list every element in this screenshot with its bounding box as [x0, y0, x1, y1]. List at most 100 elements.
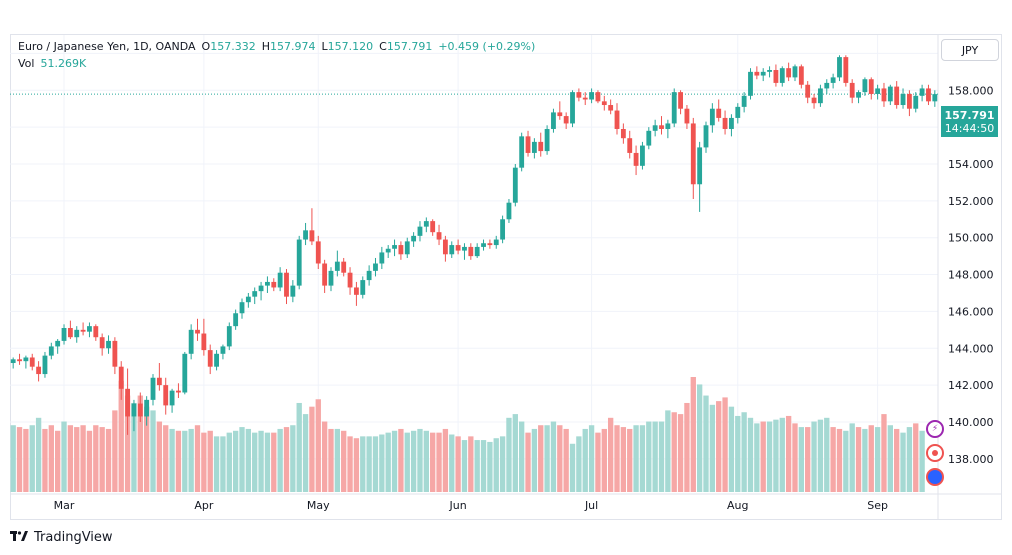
candle-body — [570, 92, 575, 124]
volume-bar — [525, 432, 531, 492]
symbol-title[interactable]: Euro / Japanese Yen, 1D, OANDA — [18, 40, 196, 53]
event-icon[interactable] — [926, 444, 944, 462]
volume-bar — [512, 414, 518, 492]
volume-bar — [143, 406, 150, 492]
candle-body — [805, 84, 811, 98]
volume-bar — [766, 421, 773, 492]
volume-bar — [754, 423, 760, 492]
volume-bar — [455, 436, 461, 492]
currency-button[interactable]: JPY — [941, 39, 999, 61]
volume-bar — [805, 427, 811, 492]
volume-bar — [188, 428, 194, 492]
candle-body — [716, 108, 722, 118]
volume-bar — [798, 427, 805, 492]
volume-bar — [550, 421, 557, 492]
tradingview-logo[interactable]: TradingView — [10, 530, 113, 545]
volume-bar — [182, 430, 188, 492]
candle-body — [779, 68, 785, 83]
candle-body — [640, 145, 645, 166]
volume-bar — [309, 406, 315, 492]
candle-body — [849, 82, 855, 98]
x-tick-label: May — [307, 499, 330, 512]
candle-body — [284, 272, 289, 297]
candle-body — [722, 117, 728, 129]
lightning-icon[interactable]: ⚡ — [926, 420, 944, 438]
candle-body — [551, 112, 556, 129]
volume-bar — [150, 410, 156, 492]
volume-bar — [201, 432, 207, 492]
candle-body — [906, 93, 912, 109]
candle-body — [856, 92, 861, 98]
volume-bar — [468, 436, 474, 492]
volume-bar — [601, 428, 607, 492]
volume-bar — [277, 428, 283, 492]
candle-body — [93, 326, 99, 338]
candle-body — [817, 88, 823, 104]
volume-bar — [824, 417, 830, 492]
candle-body — [652, 125, 658, 131]
candle-body — [23, 357, 29, 362]
candle-body — [697, 147, 703, 185]
candle-body — [226, 326, 232, 347]
volume-bar — [283, 427, 290, 492]
high-value: 157.974 — [270, 40, 316, 53]
volume-bar — [67, 425, 74, 492]
volume-bar — [334, 428, 341, 492]
volume-bar — [760, 421, 766, 492]
volume-bar — [646, 421, 652, 492]
candle-body — [398, 245, 404, 255]
volume-bar — [894, 428, 900, 492]
candle-body — [474, 246, 480, 257]
candle-body — [709, 108, 715, 126]
candle-body — [544, 128, 550, 152]
candle-body — [353, 287, 359, 295]
candle-body — [334, 261, 340, 271]
y-tick-label: 146.000 — [948, 305, 994, 318]
open-label: O — [201, 40, 211, 53]
low-label: L — [321, 40, 328, 53]
candle-body — [74, 329, 80, 338]
candle-body — [798, 66, 804, 85]
candle-body — [392, 245, 397, 249]
volume-bar — [207, 430, 213, 492]
volume-bar — [74, 427, 80, 492]
x-tick-label: Mar — [54, 499, 75, 512]
candle-body — [118, 366, 124, 389]
candle-body — [659, 125, 664, 129]
volume-bar — [404, 432, 410, 492]
volume-bar — [194, 425, 201, 492]
volume-bar — [385, 432, 391, 492]
candle-body — [868, 79, 874, 94]
candle-body — [150, 377, 156, 400]
candle-body — [309, 230, 315, 242]
volume-bar — [264, 432, 271, 492]
brand-name: TradingView — [34, 530, 113, 545]
volume-bar — [588, 425, 595, 492]
volume-bar — [156, 421, 163, 492]
candle-body — [614, 110, 620, 129]
candle-body — [99, 337, 105, 349]
volume-bar — [417, 428, 423, 492]
candle-body — [620, 128, 626, 139]
candle-body — [373, 263, 378, 271]
candle-body — [538, 141, 544, 152]
volume-bar — [436, 432, 442, 492]
candle-body — [862, 79, 868, 93]
volume-bar — [213, 436, 220, 492]
candle-body — [207, 350, 213, 367]
x-tick-label: Aug — [727, 499, 748, 512]
candle-body — [112, 340, 118, 367]
candle-body — [10, 359, 16, 364]
volume-bar — [55, 430, 61, 492]
volume-bar — [245, 428, 252, 492]
flag-icon[interactable] — [926, 468, 944, 486]
candle-body — [176, 390, 181, 393]
volume-bar — [538, 425, 544, 492]
volume-bar — [353, 438, 360, 492]
volume-bar — [665, 410, 671, 492]
volume-label[interactable]: Vol — [18, 57, 35, 70]
candle-body — [87, 326, 92, 332]
candle-body — [690, 123, 696, 185]
candle-body — [729, 117, 734, 129]
